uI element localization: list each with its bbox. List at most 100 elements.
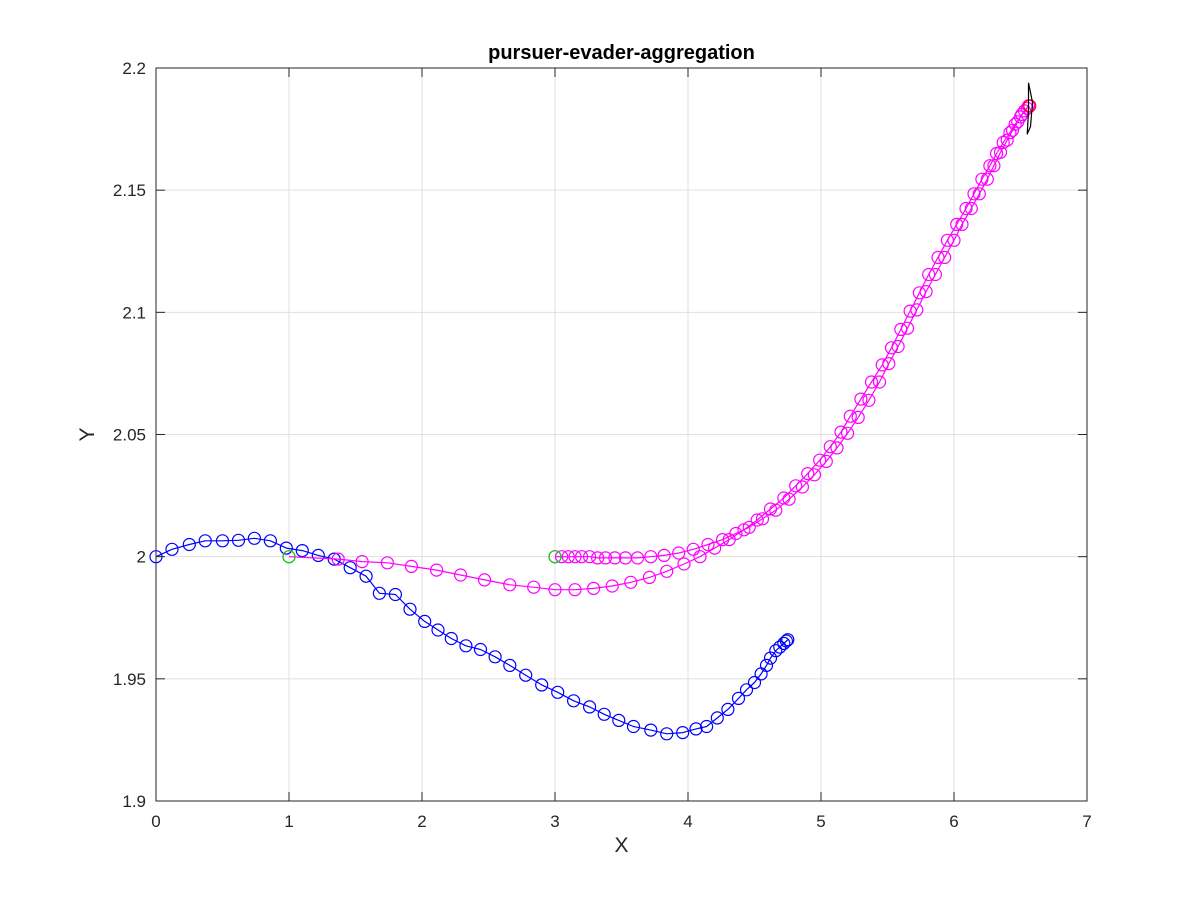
data-point-marker [955,217,969,231]
data-point-marker [964,201,978,216]
data-point-marker [950,217,964,231]
data-point-marker [701,537,715,552]
data-point-marker [608,551,622,565]
data-point-marker [372,586,386,600]
data-point-marker [721,702,735,717]
data-point-marker [568,583,582,597]
series-0 [149,531,795,741]
data-point-marker [987,159,1001,173]
data-point-marker [781,633,795,647]
data-point-marker [554,550,569,564]
data-point-marker [477,573,492,587]
series-4 [1023,99,1037,113]
data-point-marker [782,492,796,506]
data-point-marker [882,357,896,371]
x-tick-label: 3 [550,812,559,831]
data-point-marker [642,570,657,585]
data-point-marker [854,392,868,406]
data-point-marker [755,512,770,526]
data-point-marker [355,554,369,569]
data-point-marker [693,550,707,564]
x-tick-label: 0 [151,812,160,831]
data-point-marker [823,440,837,454]
data-point-marker [689,722,703,736]
data-point-marker [660,564,674,578]
data-point-marker [750,513,764,527]
data-point-marker [900,321,915,335]
data-point-marker [922,267,936,282]
data-point-marker [626,719,641,734]
data-point-marker [777,636,791,651]
data-point-marker [282,550,296,564]
data-point-marker [431,623,445,637]
data-point-marker [972,187,986,201]
data-point-marker [586,581,601,596]
data-point-marker [1011,115,1025,129]
data-point-marker [660,727,674,741]
data-point-marker [834,425,848,439]
data-point-marker [840,426,855,440]
data-point-marker [910,303,924,317]
data-point-marker [938,250,952,264]
data-point-marker [947,233,961,247]
grid-lines [156,68,1087,801]
data-point-marker [444,631,458,646]
y-tick-label: 1.95 [113,670,146,689]
data-point-marker [535,678,549,692]
chart-title: pursuer-evader-aggregation [488,42,755,64]
data-point-marker [430,563,444,577]
data-point-marker [789,479,803,493]
data-point-marker [198,534,212,548]
data-point-marker [574,550,589,564]
data-point-marker [644,550,658,564]
x-tick-label: 5 [816,812,825,831]
data-point-marker [597,707,611,721]
data-point-marker [891,339,905,354]
series-line [155,537,789,735]
data-point-marker [231,533,246,547]
data-point-marker [263,534,277,548]
data-point-marker [672,546,686,560]
data-point-marker [566,694,581,708]
data-point-marker [624,575,638,589]
data-point-marker [561,550,575,564]
data-series [149,82,1037,741]
data-point-marker [590,551,605,565]
data-point-marker [454,568,468,582]
data-point-marker [503,578,517,592]
x-tick-label: 4 [683,812,692,831]
series-line [1026,82,1034,135]
data-point-marker [676,725,690,740]
y-tick-label: 2 [137,548,146,567]
data-point-marker [980,172,994,186]
data-point-marker [331,552,345,566]
y-tick-label: 1.9 [122,792,146,811]
data-point-marker [247,531,261,545]
data-point-marker [380,556,394,570]
data-point-marker [819,454,833,468]
data-point-marker [165,542,179,556]
data-point-marker [967,187,981,201]
data-point-marker [872,375,887,389]
data-point-marker [519,668,533,682]
data-point-marker [311,548,325,563]
data-point-marker [864,375,879,389]
data-point-marker [769,503,783,517]
data-point-marker [830,441,844,455]
y-axis-label: Y [76,427,99,441]
x-tick-label: 7 [1082,812,1091,831]
x-axis-label: X [614,834,628,857]
data-point-marker [813,453,827,467]
data-point-marker [843,409,857,423]
data-point-marker [182,537,196,552]
data-point-marker [488,650,502,664]
data-point-marker [568,550,582,564]
data-point-marker [343,561,357,575]
x-tick-label: 1 [284,812,293,831]
data-point-marker [598,551,613,565]
data-point-marker [739,683,754,697]
y-tick-labels: 1.9 1.95 2 2.05 2.1 2.15 2.2 [113,59,146,811]
data-point-marker [279,541,293,555]
data-point-marker [215,534,230,548]
